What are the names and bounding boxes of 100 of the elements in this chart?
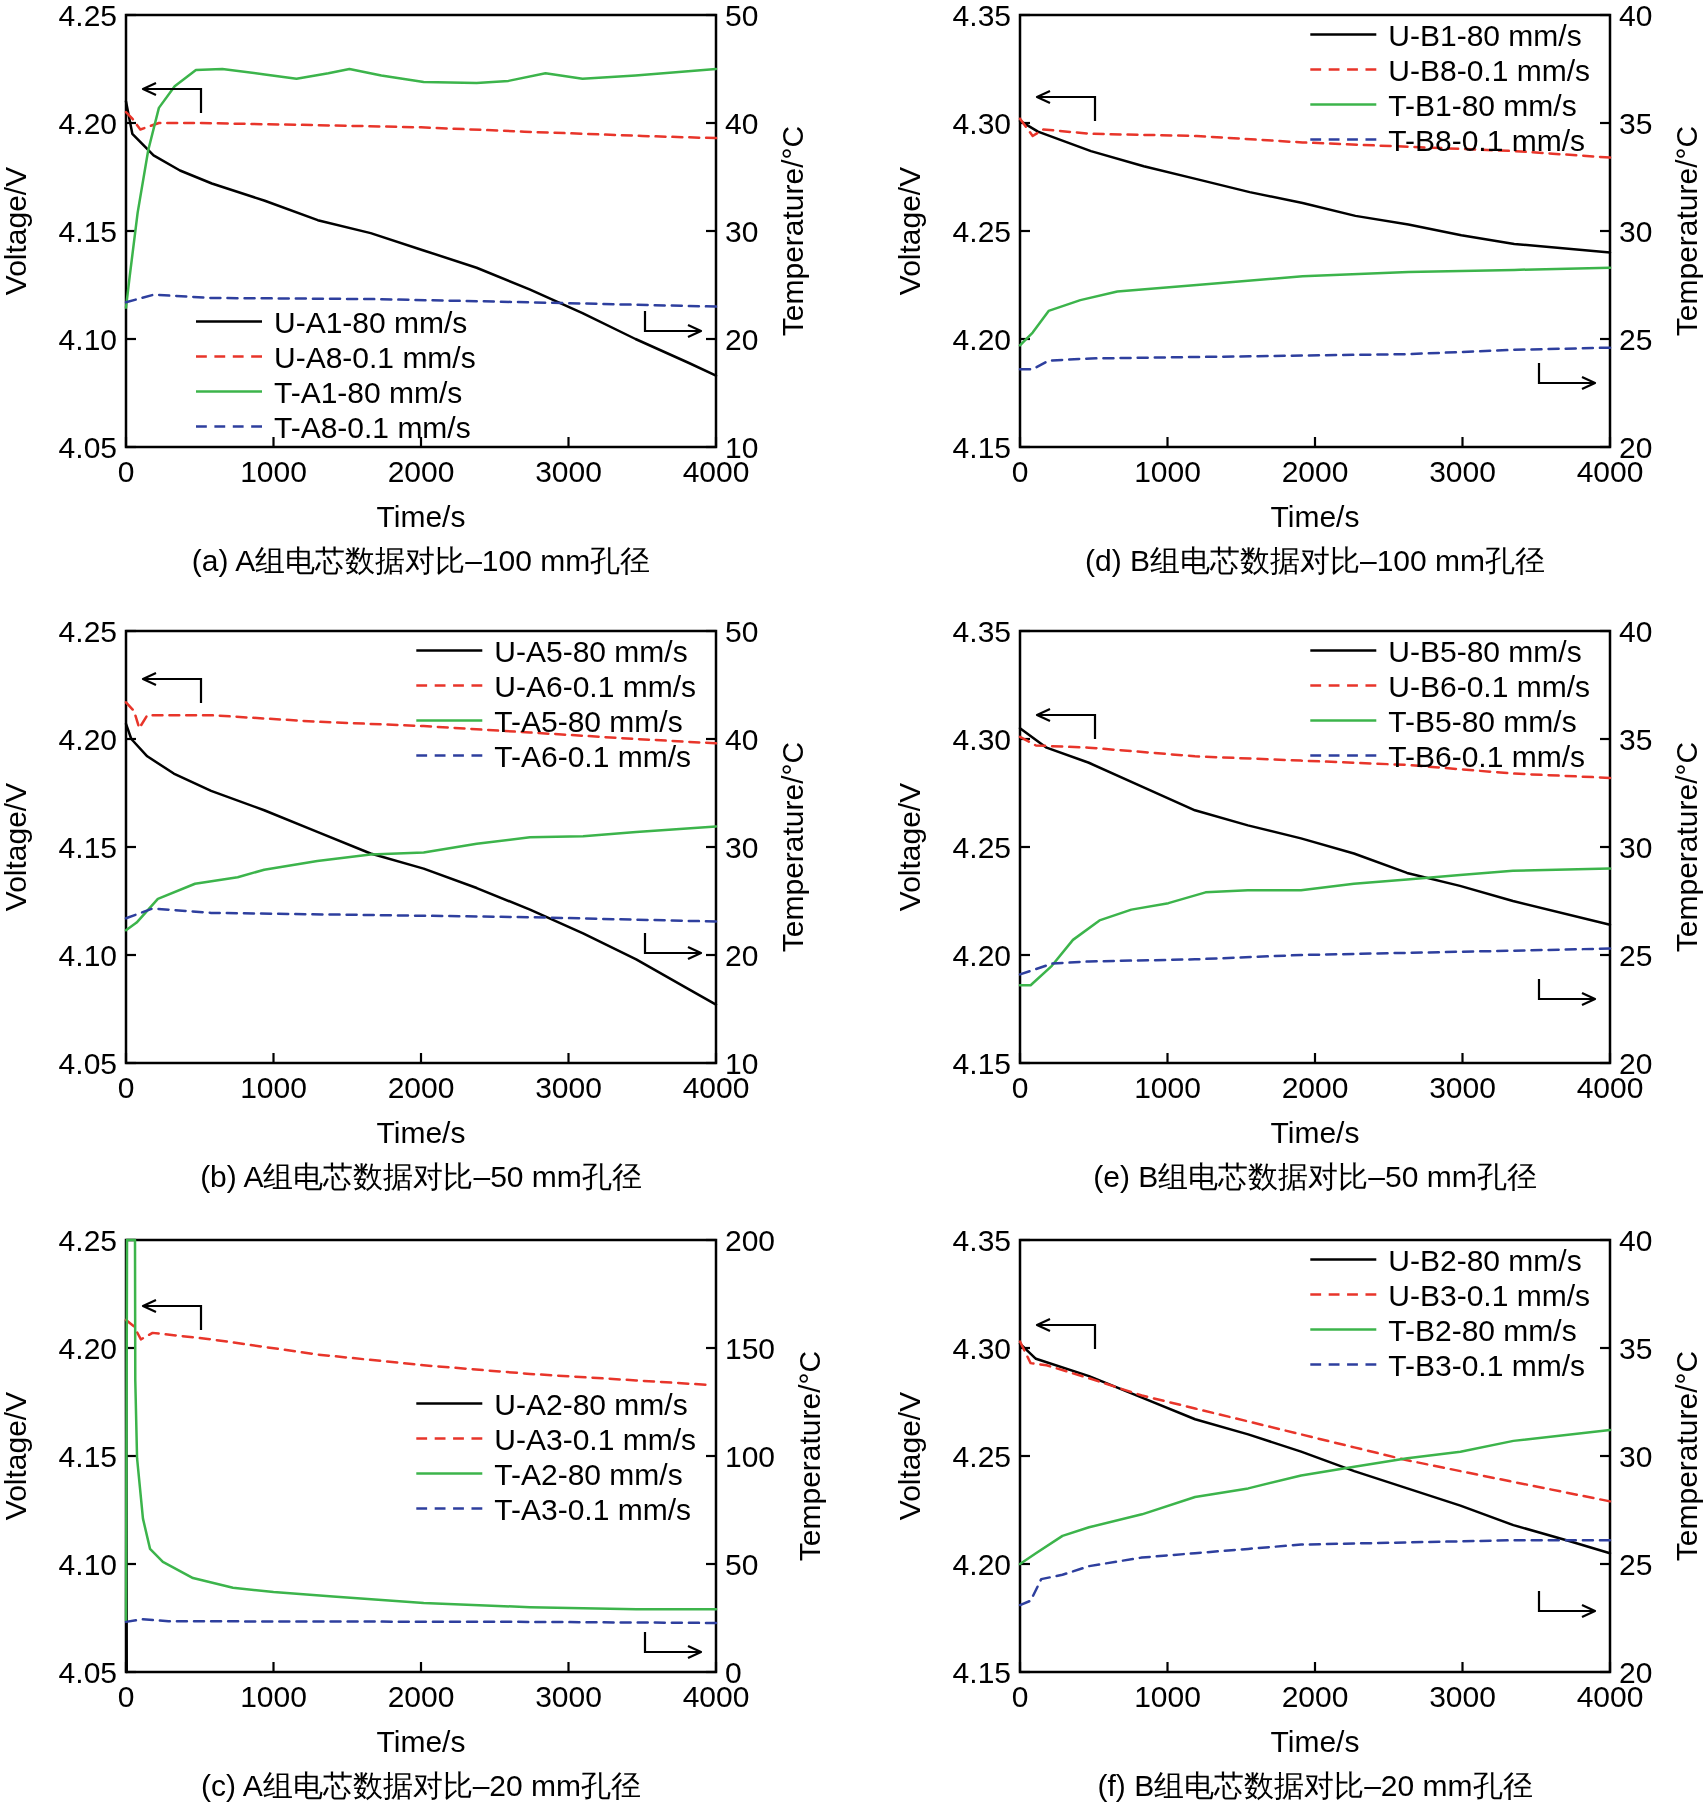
y-tick-label: 4.15 bbox=[58, 831, 117, 864]
title: (a) A组电芯数据对比–100 mm孔径 bbox=[191, 544, 651, 577]
xlabel: Time/s bbox=[1270, 500, 1360, 533]
y-tick-label: 4.15 bbox=[58, 1440, 117, 1473]
y-tick-label: 4.05 bbox=[58, 431, 117, 464]
ylabel: Voltage/V bbox=[0, 166, 32, 296]
y2-tick-label: 30 bbox=[725, 215, 759, 248]
title: (b) A组电芯数据对比–50 mm孔径 bbox=[200, 1160, 642, 1193]
ylabel: Voltage/V bbox=[0, 1391, 32, 1521]
y2-tick-label: 200 bbox=[725, 1224, 776, 1257]
ylabel: Voltage/V bbox=[0, 782, 32, 912]
y-tick-label: 4.10 bbox=[58, 323, 117, 356]
y2-tick-label: 35 bbox=[1619, 107, 1653, 140]
y-tick-label: 4.15 bbox=[952, 1656, 1011, 1689]
x-tick-label: 1000 bbox=[240, 1071, 307, 1104]
y-tick-label: 4.25 bbox=[952, 215, 1011, 248]
ylabel: Voltage/V bbox=[892, 1391, 926, 1521]
y2-tick-label: 50 bbox=[725, 615, 759, 648]
title: (e) B组电芯数据对比–50 mm孔径 bbox=[1093, 1160, 1537, 1193]
legend-label: U-B8-0.1 mm/s bbox=[1388, 53, 1590, 87]
y2-tick-label: 25 bbox=[1619, 323, 1653, 356]
x-tick-label: 1000 bbox=[240, 1680, 307, 1713]
x-tick-label: 3000 bbox=[1429, 455, 1496, 488]
y2label: Temperature/°C bbox=[793, 1350, 827, 1562]
y-tick-label: 4.30 bbox=[952, 723, 1011, 756]
y-tick-label: 4.35 bbox=[952, 0, 1011, 32]
y-tick-label: 4.20 bbox=[58, 1332, 117, 1365]
x-tick-label: 0 bbox=[1011, 1071, 1029, 1104]
y2-tick-label: 40 bbox=[725, 723, 759, 756]
y-tick-label: 4.25 bbox=[58, 0, 117, 32]
legend-label: U-A8-0.1 mm/s bbox=[274, 340, 476, 374]
xlabel: Time/s bbox=[376, 1116, 466, 1149]
y-tick-label: 4.30 bbox=[952, 1332, 1011, 1365]
y2label: Temperature/°C bbox=[776, 741, 810, 953]
xlabel: Time/s bbox=[1270, 1116, 1360, 1149]
y-tick-label: 4.05 bbox=[58, 1656, 117, 1689]
x-tick-label: 1000 bbox=[240, 455, 307, 488]
legend-label: T-A1-80 mm/s bbox=[274, 375, 463, 409]
y-tick-label: 4.20 bbox=[952, 939, 1011, 972]
legend-label: T-B2-80 mm/s bbox=[1388, 1313, 1577, 1347]
y-tick-label: 4.20 bbox=[952, 1548, 1011, 1581]
y2-tick-label: 150 bbox=[725, 1332, 776, 1365]
y-tick-label: 4.20 bbox=[952, 323, 1011, 356]
x-tick-label: 2000 bbox=[387, 1680, 455, 1713]
y2-tick-label: 35 bbox=[1619, 723, 1653, 756]
y2-tick-label: 50 bbox=[725, 0, 759, 32]
y-tick-label: 4.25 bbox=[952, 831, 1011, 864]
y2-tick-label: 40 bbox=[725, 107, 759, 140]
x-tick-label: 1000 bbox=[1134, 455, 1201, 488]
y-tick-label: 4.25 bbox=[58, 615, 117, 648]
legend-label: U-B2-80 mm/s bbox=[1388, 1243, 1582, 1277]
y2-tick-label: 25 bbox=[1619, 1548, 1653, 1581]
y2-tick-label: 20 bbox=[725, 939, 759, 972]
y2-tick-label: 35 bbox=[1619, 1332, 1653, 1365]
y2-tick-label: 30 bbox=[725, 831, 759, 864]
legend-label: U-A5-80 mm/s bbox=[494, 634, 688, 668]
legend-label: U-A3-0.1 mm/s bbox=[494, 1422, 696, 1456]
xlabel: Time/s bbox=[376, 500, 466, 533]
y-tick-label: 4.25 bbox=[58, 1224, 117, 1257]
y2-tick-label: 25 bbox=[1619, 939, 1653, 972]
xlabel: Time/s bbox=[1270, 1725, 1360, 1758]
x-tick-label: 2000 bbox=[387, 455, 455, 488]
legend-label: T-B1-80 mm/s bbox=[1388, 88, 1577, 122]
y-tick-label: 4.20 bbox=[58, 107, 117, 140]
legend-label: U-A2-80 mm/s bbox=[494, 1387, 688, 1421]
x-tick-label: 3000 bbox=[1429, 1680, 1496, 1713]
legend-label: U-B5-80 mm/s bbox=[1388, 634, 1582, 668]
y-tick-label: 4.20 bbox=[58, 723, 117, 756]
legend-label: T-A2-80 mm/s bbox=[494, 1457, 683, 1491]
legend-label: T-A6-0.1 mm/s bbox=[494, 739, 691, 773]
legend-label: U-B3-0.1 mm/s bbox=[1388, 1278, 1590, 1312]
legend-label: U-A1-80 mm/s bbox=[274, 305, 468, 339]
y2-tick-label: 40 bbox=[1619, 615, 1653, 648]
y2label: Temperature/°C bbox=[1670, 741, 1704, 953]
legend-label: T-B5-80 mm/s bbox=[1388, 704, 1577, 738]
x-tick-label: 3000 bbox=[535, 1071, 602, 1104]
y2-tick-label: 40 bbox=[1619, 0, 1653, 32]
x-tick-label: 2000 bbox=[1281, 1680, 1349, 1713]
legend-label: U-B6-0.1 mm/s bbox=[1388, 669, 1590, 703]
x-tick-label: 3000 bbox=[535, 455, 602, 488]
x-tick-label: 1000 bbox=[1134, 1071, 1201, 1104]
legend-label: T-B6-0.1 mm/s bbox=[1388, 739, 1585, 773]
legend-label: U-B1-80 mm/s bbox=[1388, 18, 1582, 52]
x-tick-label: 1000 bbox=[1134, 1680, 1201, 1713]
y2-tick-label: 100 bbox=[725, 1440, 776, 1473]
y-tick-label: 4.35 bbox=[952, 615, 1011, 648]
y-tick-label: 4.15 bbox=[952, 1047, 1011, 1080]
y2label: Temperature/°C bbox=[1670, 125, 1704, 337]
title: (d) B组电芯数据对比–100 mm孔径 bbox=[1084, 544, 1546, 577]
legend-label: T-B3-0.1 mm/s bbox=[1388, 1348, 1585, 1382]
x-tick-label: 0 bbox=[1011, 455, 1029, 488]
title: (f) B组电芯数据对比–20 mm孔径 bbox=[1097, 1769, 1533, 1802]
ylabel: Voltage/V bbox=[892, 166, 926, 296]
x-tick-label: 2000 bbox=[387, 1071, 455, 1104]
x-tick-label: 3000 bbox=[535, 1680, 602, 1713]
y-tick-label: 4.15 bbox=[58, 215, 117, 248]
y2-tick-label: 30 bbox=[1619, 215, 1653, 248]
y2label: Temperature/°C bbox=[776, 125, 810, 337]
y-tick-label: 4.30 bbox=[952, 107, 1011, 140]
legend-label: T-A8-0.1 mm/s bbox=[274, 410, 471, 444]
